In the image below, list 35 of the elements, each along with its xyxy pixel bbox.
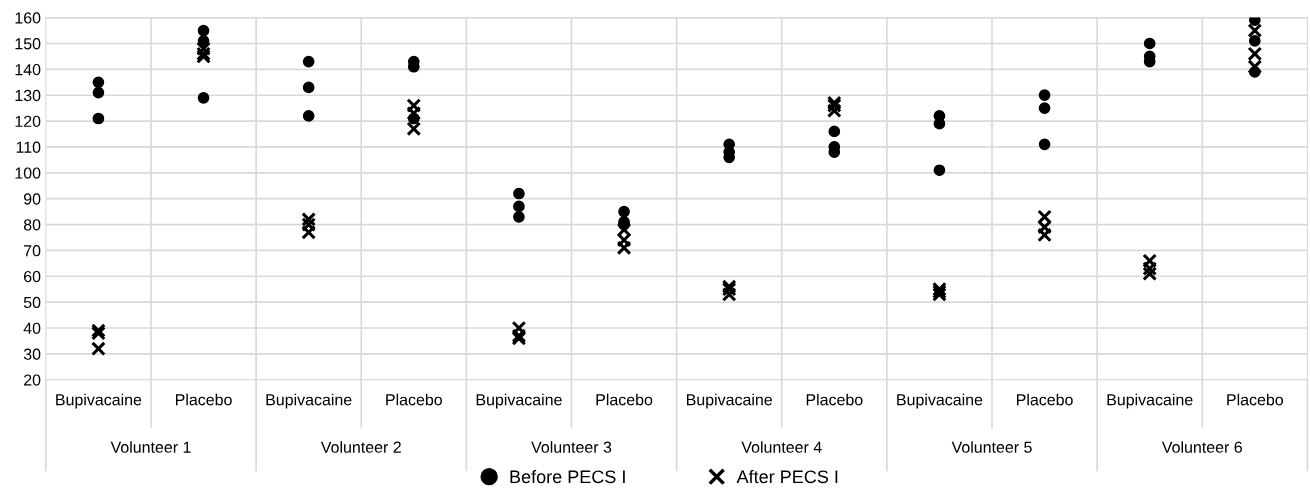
x-tick-label: Bupivacaine bbox=[56, 393, 142, 409]
x-tick-label: Placebo bbox=[1017, 393, 1073, 406]
y-tick-label: 20 bbox=[24, 374, 41, 386]
y-tick-label: 160 bbox=[15, 12, 41, 24]
text: Volunteer 4 bbox=[741, 441, 822, 453]
x-tick-label: Placebo bbox=[175, 393, 232, 406]
x-tick-label: Placebo bbox=[1227, 393, 1284, 406]
y-tick-label: 70 bbox=[24, 245, 41, 257]
y-tick-label: 30 bbox=[23, 348, 41, 360]
text: Volunteer 5 bbox=[951, 441, 1032, 453]
x-tick-label: Bupivacaine bbox=[266, 393, 352, 409]
x-tick-label: Bupivacaine bbox=[897, 393, 983, 409]
y-tick-label: 90 bbox=[23, 193, 41, 205]
x-tick-label: Bupivacaine bbox=[686, 393, 772, 409]
x-tick-label: Placebo bbox=[386, 393, 442, 406]
x-tick-label: Placebo bbox=[596, 393, 653, 406]
y-tick-label: 110 bbox=[16, 141, 41, 153]
y-tick-label: 120 bbox=[15, 115, 41, 128]
y-tick-label: 50 bbox=[23, 296, 41, 309]
text: Volunteer 2 bbox=[320, 441, 401, 453]
x-tick-label: Placebo bbox=[806, 393, 863, 406]
x-tick-label: Bupivacaine bbox=[1107, 393, 1193, 409]
text: Volunteer 3 bbox=[531, 441, 612, 453]
y-tick-label: 80 bbox=[23, 219, 41, 231]
y-tick-label: 100 bbox=[15, 167, 41, 179]
y-tick-label: 150 bbox=[15, 38, 41, 50]
text: Volunteer 1 bbox=[110, 441, 191, 453]
y-tick-label: 140 bbox=[15, 63, 41, 76]
y-tick-label: 40 bbox=[23, 322, 41, 334]
x-tick-label: Bupivacaine bbox=[476, 393, 562, 409]
y-tick-label: 130 bbox=[15, 89, 41, 102]
text: Volunteer 6 bbox=[1161, 441, 1242, 453]
y-tick-label: 60 bbox=[24, 270, 41, 283]
legend-label: Before PECS I bbox=[510, 469, 625, 484]
legend-label: After PECS I bbox=[736, 469, 838, 484]
